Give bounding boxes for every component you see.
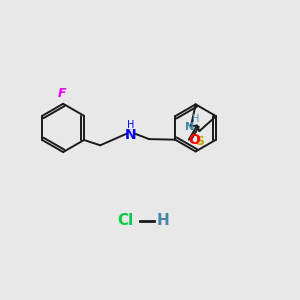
Text: H: H	[157, 213, 169, 228]
Text: H: H	[127, 120, 134, 130]
Text: F: F	[57, 87, 66, 100]
Text: N: N	[185, 122, 194, 132]
Text: N: N	[125, 128, 137, 142]
Text: O: O	[188, 133, 200, 147]
Text: H: H	[192, 114, 199, 124]
Text: Cl: Cl	[117, 213, 133, 228]
Text: S: S	[195, 135, 204, 148]
